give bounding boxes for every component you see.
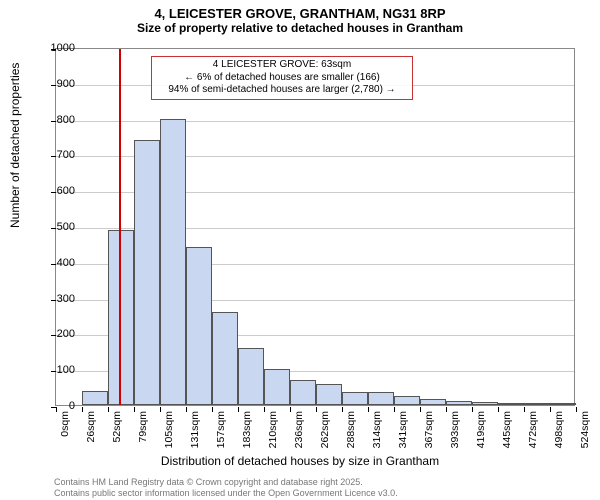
- xtick-mark: [186, 407, 187, 412]
- histogram-bar: [368, 392, 394, 405]
- xtick-label: 341sqm: [397, 411, 409, 448]
- ytick-label: 200: [39, 328, 75, 340]
- histogram-bar: [108, 230, 134, 405]
- xtick-label: 183sqm: [241, 411, 253, 448]
- histogram-bar: [342, 392, 368, 405]
- chart-title-line1: 4, LEICESTER GROVE, GRANTHAM, NG31 8RP: [0, 6, 600, 21]
- xtick-mark: [264, 407, 265, 412]
- histogram-bar: [524, 403, 550, 405]
- xtick-mark: [394, 407, 395, 412]
- histogram-bar: [134, 140, 160, 405]
- xtick-mark: [446, 407, 447, 412]
- xtick-label: 26sqm: [85, 411, 97, 443]
- reference-line: [119, 49, 121, 405]
- xtick-label: 236sqm: [293, 411, 305, 448]
- xtick-mark: [82, 407, 83, 412]
- xtick-label: 524sqm: [579, 411, 591, 448]
- histogram-bar: [394, 396, 420, 405]
- xtick-label: 498sqm: [553, 411, 565, 448]
- xtick-mark: [316, 407, 317, 412]
- histogram-bar: [238, 348, 264, 405]
- annotation-line: 4 LEICESTER GROVE: 63sqm: [156, 59, 408, 72]
- footer-line2: Contains public sector information licen…: [54, 488, 398, 498]
- histogram-bar: [290, 380, 316, 405]
- ytick-label: 700: [39, 149, 75, 161]
- xtick-mark: [290, 407, 291, 412]
- xtick-label: 157sqm: [215, 411, 227, 448]
- footer-attribution: Contains HM Land Registry data © Crown c…: [54, 477, 398, 498]
- histogram-bar: [160, 119, 186, 405]
- ytick-label: 1000: [39, 42, 75, 54]
- xtick-label: 262sqm: [319, 411, 331, 448]
- xtick-label: 288sqm: [345, 411, 357, 448]
- xtick-label: 367sqm: [423, 411, 435, 448]
- annotation-box: 4 LEICESTER GROVE: 63sqm← 6% of detached…: [151, 56, 413, 100]
- xtick-label: 393sqm: [449, 411, 461, 448]
- histogram-bar: [316, 384, 342, 405]
- chart-title-line2: Size of property relative to detached ho…: [0, 21, 600, 35]
- xtick-mark: [134, 407, 135, 412]
- annotation-line: 94% of semi-detached houses are larger (…: [156, 84, 408, 97]
- xtick-label: 52sqm: [111, 411, 123, 443]
- xtick-mark: [524, 407, 525, 412]
- xtick-label: 419sqm: [475, 411, 487, 448]
- xtick-label: 445sqm: [501, 411, 513, 448]
- xtick-label: 131sqm: [189, 411, 201, 448]
- xtick-mark: [238, 407, 239, 412]
- xtick-mark: [472, 407, 473, 412]
- histogram-plot: 0sqm26sqm52sqm79sqm105sqm131sqm157sqm183…: [55, 48, 575, 406]
- histogram-bar: [420, 399, 446, 405]
- xtick-mark: [420, 407, 421, 412]
- xtick-mark: [368, 407, 369, 412]
- histogram-bar: [212, 312, 238, 405]
- histogram-bar: [186, 247, 212, 405]
- ytick-label: 800: [39, 114, 75, 126]
- y-axis-label: Number of detached properties: [8, 63, 22, 228]
- xtick-label: 0sqm: [59, 411, 71, 437]
- gridline: [56, 121, 574, 122]
- ytick-label: 100: [39, 364, 75, 376]
- xtick-label: 105sqm: [163, 411, 175, 448]
- xtick-mark: [550, 407, 551, 412]
- ytick-label: 600: [39, 185, 75, 197]
- ytick-label: 0: [39, 400, 75, 412]
- footer-line1: Contains HM Land Registry data © Crown c…: [54, 477, 398, 487]
- xtick-label: 472sqm: [527, 411, 539, 448]
- xtick-mark: [160, 407, 161, 412]
- xtick-mark: [576, 407, 577, 412]
- xtick-mark: [108, 407, 109, 412]
- chart-title-block: 4, LEICESTER GROVE, GRANTHAM, NG31 8RP S…: [0, 0, 600, 35]
- histogram-bar: [498, 403, 524, 405]
- ytick-label: 900: [39, 78, 75, 90]
- xtick-label: 314sqm: [371, 411, 383, 448]
- xtick-mark: [342, 407, 343, 412]
- ytick-label: 400: [39, 257, 75, 269]
- x-axis-label: Distribution of detached houses by size …: [0, 454, 600, 468]
- histogram-bar: [446, 401, 472, 405]
- histogram-bar: [82, 391, 108, 405]
- histogram-bar: [264, 369, 290, 405]
- xtick-label: 210sqm: [267, 411, 279, 448]
- xtick-label: 79sqm: [137, 411, 149, 443]
- xtick-mark: [498, 407, 499, 412]
- xtick-mark: [212, 407, 213, 412]
- histogram-bar: [550, 403, 576, 405]
- ytick-label: 500: [39, 221, 75, 233]
- histogram-bar: [472, 402, 498, 405]
- annotation-line: ← 6% of detached houses are smaller (166…: [156, 72, 408, 85]
- ytick-label: 300: [39, 293, 75, 305]
